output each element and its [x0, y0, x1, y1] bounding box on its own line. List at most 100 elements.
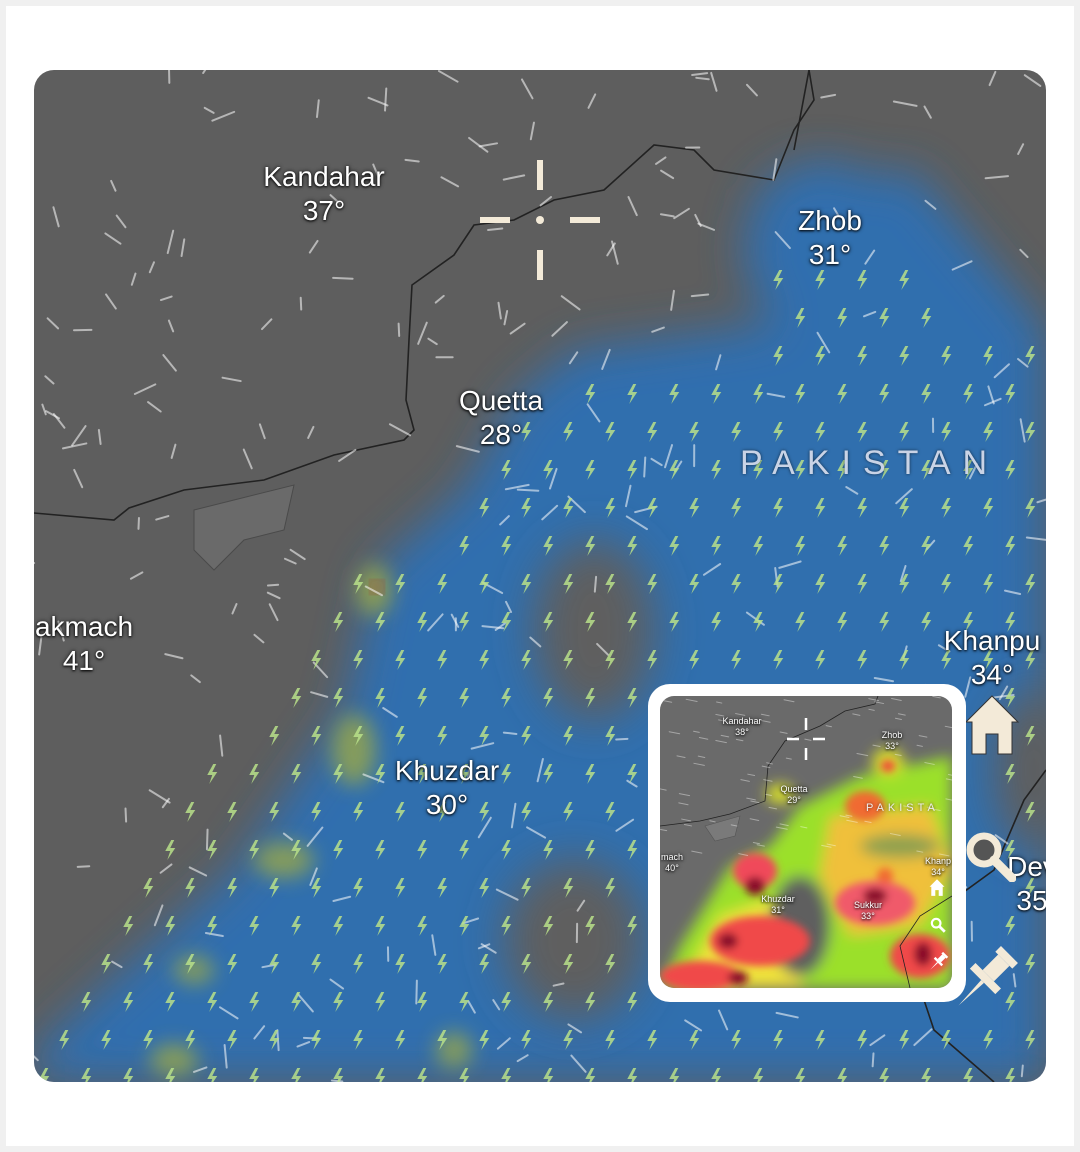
lightning-icon	[711, 612, 722, 632]
wind-streak	[664, 444, 674, 469]
country-label: PAKISTAN	[740, 444, 1000, 482]
wind-streak	[932, 696, 941, 699]
lightning-icon	[669, 536, 680, 556]
lightning-icon	[291, 1068, 302, 1082]
city-label-khuzdar[interactable]: Khuzdar 30°	[394, 755, 500, 820]
wind-streak	[903, 805, 913, 809]
wind-streak	[219, 1006, 239, 1020]
lightning-icon	[459, 840, 470, 860]
wind-streak	[567, 1023, 583, 1034]
inset-map-thumbnail[interactable]: Kandahar 38° Zhob 33° Quetta 29° mach 40° Kh…	[648, 684, 966, 1002]
wind-streak	[624, 484, 632, 508]
lightning-icon	[711, 536, 722, 556]
wind-streak	[845, 814, 853, 817]
wind-streak	[611, 240, 619, 265]
lightning-icon	[417, 1068, 428, 1082]
wind-streak	[765, 793, 772, 796]
wind-streak	[735, 738, 744, 742]
lightning-icon	[857, 346, 868, 366]
wind-streak	[945, 798, 952, 801]
wind-streak	[932, 808, 941, 812]
lightning-icon	[857, 650, 868, 670]
wind-streak	[242, 448, 253, 470]
wind-streak	[434, 294, 445, 304]
wind-streak	[494, 622, 506, 631]
inset-pin-icon	[930, 951, 949, 970]
lightning-icon	[521, 650, 532, 670]
pin-icon[interactable]	[944, 940, 1024, 1020]
wind-streak	[397, 322, 401, 337]
wind-streak	[539, 196, 553, 207]
wind-streak	[502, 731, 518, 735]
wind-streak	[869, 1034, 886, 1047]
lightning-icon	[647, 574, 658, 594]
wind-streak	[1017, 357, 1029, 368]
lightning-icon	[459, 916, 470, 936]
wind-streak	[948, 774, 952, 776]
inset-search-icon	[930, 917, 946, 933]
lightning-icon	[983, 422, 994, 442]
wind-streak	[38, 634, 43, 656]
lightning-icon	[501, 688, 512, 708]
inset-city-makmach: mach 40°	[660, 852, 684, 873]
city-label-quetta[interactable]: Quetta 28°	[458, 385, 544, 450]
lightning-icon	[647, 498, 658, 518]
city-label-kandahar[interactable]: Kandahar 37°	[263, 161, 385, 226]
lightning-icon	[291, 840, 302, 860]
wind-streak	[615, 737, 629, 741]
wind-streak	[105, 293, 117, 310]
lightning-icon	[165, 916, 176, 936]
wind-streak	[1036, 498, 1046, 504]
search-icon[interactable]	[964, 830, 1016, 882]
wind-streak	[745, 83, 758, 97]
wind-streak	[715, 354, 722, 371]
city-label-zhob[interactable]: Zhob 31°	[798, 205, 862, 270]
wind-streak	[427, 337, 438, 346]
lightning-icon	[963, 384, 974, 404]
wind-streak	[864, 820, 872, 824]
lightning-icon	[773, 346, 784, 366]
lightning-icon	[563, 1030, 574, 1050]
lightning-icon	[185, 802, 196, 822]
lightning-icon	[605, 498, 616, 518]
lightning-icon	[501, 612, 512, 632]
lightning-icon	[543, 1068, 554, 1082]
wind-streak	[560, 295, 581, 311]
lightning-icon	[647, 422, 658, 442]
lightning-icon	[353, 878, 364, 898]
wind-streak	[466, 767, 471, 781]
wind-streak	[747, 773, 756, 777]
lightning-icon	[983, 574, 994, 594]
lightning-icon	[123, 992, 134, 1012]
wind-streak	[467, 1000, 476, 1014]
city-label-makmach[interactable]: akmach 41°	[34, 611, 134, 676]
lightning-icon	[311, 726, 322, 746]
lightning-icon	[185, 954, 196, 974]
city-label-khanpur[interactable]: Khanpu 34°	[943, 625, 1041, 690]
weather-map[interactable]: Kandahar 37° Zhob 31° Quetta 28° akmach 41° …	[34, 70, 1046, 1082]
wind-streak	[330, 1079, 344, 1082]
wind-streak	[253, 633, 265, 644]
lightning-icon	[269, 878, 280, 898]
wind-streak	[124, 807, 128, 823]
lightning-icon	[333, 688, 344, 708]
lightning-icon	[143, 1030, 154, 1050]
wind-streak	[437, 70, 459, 83]
lightning-icon	[521, 1030, 532, 1050]
lightning-icon	[291, 688, 302, 708]
lightning-icon	[479, 954, 490, 974]
wind-streak	[596, 642, 610, 656]
wind-streak	[694, 213, 702, 227]
wind-streak	[756, 844, 765, 847]
wind-streak	[338, 448, 357, 462]
city-label-dev[interactable]: Dev35	[1007, 851, 1046, 916]
wind-streak	[752, 842, 761, 845]
wind-streak	[309, 867, 318, 887]
wind-streak	[587, 93, 597, 109]
lightning-icon	[59, 1030, 70, 1050]
home-icon[interactable]	[962, 688, 1022, 758]
wind-streak	[894, 717, 902, 720]
lightning-icon	[563, 498, 574, 518]
wind-streak	[219, 734, 224, 757]
lightning-icon	[311, 650, 322, 670]
